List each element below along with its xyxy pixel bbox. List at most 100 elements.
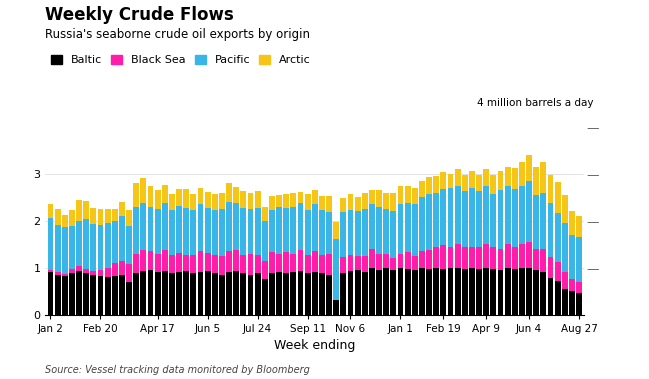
Bar (147, 207, 153, 251)
Bar (226, 202, 232, 251)
Bar (254, 208, 260, 255)
Bar (112, 221, 117, 263)
Bar (162, 204, 167, 250)
Bar (562, 223, 568, 273)
Bar (412, 204, 418, 256)
Bar (154, 254, 160, 273)
Bar (55, 209, 60, 226)
Bar (69, 269, 75, 273)
Bar (419, 197, 425, 251)
Bar (147, 186, 153, 207)
Bar (76, 271, 82, 315)
Bar (69, 210, 75, 226)
Bar (548, 278, 554, 315)
Bar (312, 204, 318, 251)
Bar (412, 256, 418, 270)
Bar (83, 273, 89, 315)
Bar (55, 275, 60, 315)
Bar (247, 193, 253, 209)
Bar (369, 268, 375, 315)
Bar (519, 268, 525, 315)
Bar (448, 174, 454, 188)
Bar (254, 273, 260, 315)
Bar (154, 273, 160, 315)
Bar (262, 261, 267, 279)
Bar (212, 255, 217, 273)
Bar (519, 186, 525, 244)
Bar (104, 209, 110, 223)
Bar (47, 273, 53, 315)
Bar (83, 200, 89, 219)
Bar (262, 221, 267, 261)
Bar (526, 242, 532, 268)
Bar (505, 186, 511, 244)
Bar (476, 191, 482, 247)
Bar (405, 186, 411, 203)
Bar (204, 192, 210, 208)
Bar (219, 275, 225, 315)
Bar (355, 256, 361, 270)
Bar (276, 195, 282, 207)
Bar (519, 244, 525, 268)
Bar (391, 270, 397, 315)
Bar (462, 247, 468, 269)
Bar (240, 273, 246, 315)
Bar (348, 271, 354, 315)
Bar (290, 207, 296, 254)
Bar (112, 263, 117, 276)
Bar (548, 203, 554, 257)
Bar (455, 186, 461, 244)
Bar (391, 193, 397, 211)
Bar (233, 271, 239, 315)
Bar (176, 206, 182, 253)
Bar (90, 271, 96, 275)
Bar (154, 190, 160, 209)
Bar (269, 252, 275, 273)
Bar (562, 195, 568, 223)
Bar (219, 209, 225, 256)
Bar (555, 182, 561, 213)
Bar (97, 270, 103, 276)
Bar (369, 249, 375, 268)
Bar (355, 197, 361, 211)
Bar (90, 208, 96, 224)
Bar (283, 208, 289, 252)
Bar (441, 172, 447, 189)
Bar (555, 262, 561, 281)
Bar (304, 273, 311, 315)
Bar (97, 226, 103, 270)
Bar (126, 210, 132, 226)
Bar (469, 188, 475, 246)
Bar (312, 190, 318, 204)
Bar (226, 183, 232, 202)
Bar (147, 251, 153, 270)
Bar (505, 167, 511, 186)
Bar (376, 207, 382, 254)
Bar (204, 253, 210, 271)
Bar (204, 271, 210, 315)
X-axis label: Week ending: Week ending (274, 339, 356, 352)
Bar (297, 271, 303, 315)
Bar (176, 253, 182, 273)
Bar (362, 209, 368, 256)
Bar (304, 194, 311, 210)
Bar (304, 255, 311, 273)
Bar (226, 273, 232, 315)
Bar (576, 216, 582, 237)
Bar (455, 244, 461, 268)
Bar (434, 176, 439, 193)
Bar (484, 186, 489, 244)
Bar (326, 212, 332, 254)
Bar (169, 194, 175, 210)
Bar (555, 281, 561, 315)
Bar (133, 254, 139, 273)
Bar (97, 276, 103, 315)
Bar (140, 271, 146, 315)
Bar (426, 269, 432, 315)
Bar (462, 191, 468, 247)
Bar (455, 169, 461, 186)
Bar (62, 274, 67, 276)
Bar (83, 269, 89, 273)
Bar (484, 268, 489, 315)
Bar (384, 193, 389, 209)
